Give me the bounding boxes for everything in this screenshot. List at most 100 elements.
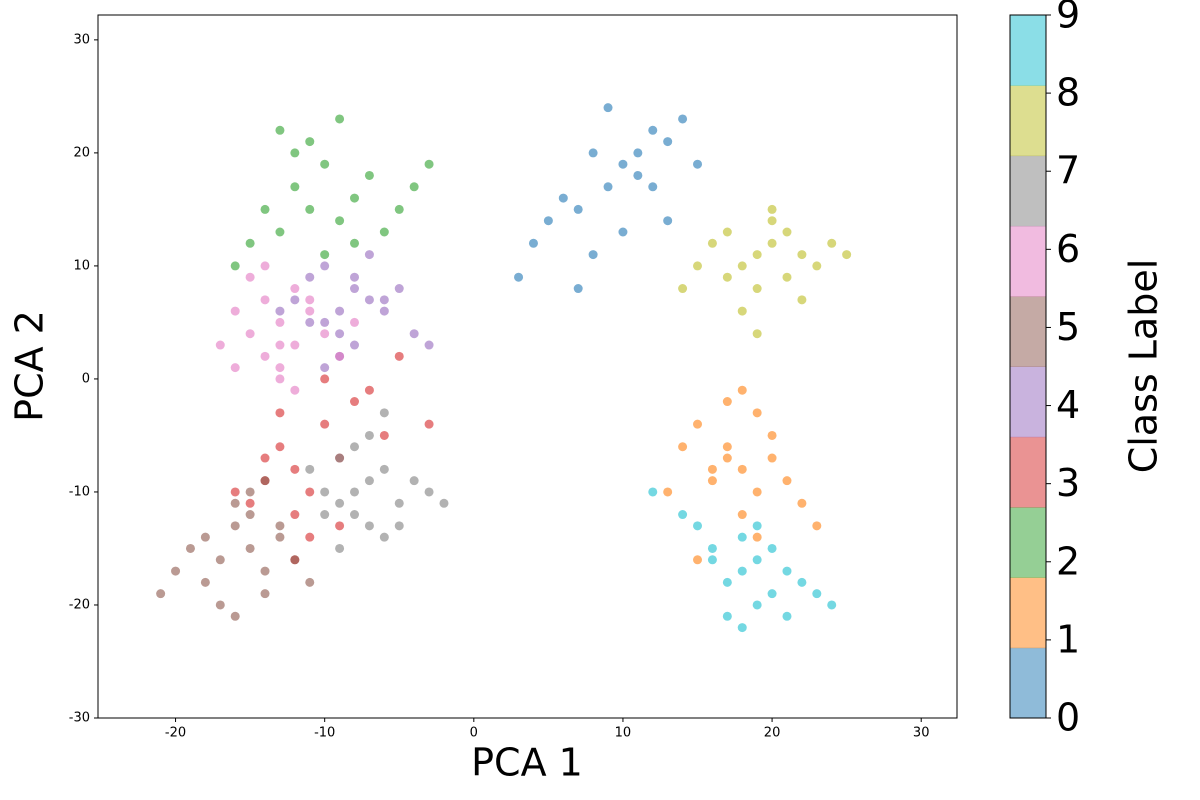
point [379, 430, 389, 440]
point [350, 340, 360, 350]
point [275, 227, 285, 237]
point [782, 272, 792, 282]
point [230, 306, 240, 316]
point [737, 261, 747, 271]
point [827, 238, 837, 248]
point [678, 284, 688, 294]
point [260, 351, 270, 361]
point [722, 611, 732, 621]
point [812, 589, 822, 599]
point [737, 306, 747, 316]
point [245, 329, 255, 339]
point [200, 532, 210, 542]
point [260, 261, 270, 271]
colorbar-tick-label: 0 [1056, 696, 1080, 740]
x-axis-label: PCA 1 [471, 741, 583, 785]
point [693, 555, 703, 565]
point [290, 148, 300, 158]
colorbar-tick-label: 3 [1056, 461, 1080, 505]
point [424, 159, 434, 169]
point [782, 611, 792, 621]
point [678, 510, 688, 520]
colorbar-segment [1010, 436, 1046, 508]
point [752, 250, 762, 260]
point [171, 566, 181, 576]
colorbar-segment [1010, 225, 1046, 297]
point [842, 250, 852, 260]
point [767, 589, 777, 599]
point [230, 363, 240, 373]
point [722, 577, 732, 587]
point [305, 204, 315, 214]
point [722, 227, 732, 237]
point [275, 306, 285, 316]
x-tick-label: 20 [764, 726, 781, 741]
y-tick-label: -30 [69, 711, 90, 726]
y-axis-label: PCA 2 [8, 310, 52, 422]
point [290, 510, 300, 520]
point [767, 216, 777, 226]
colorbar-tick-label: 9 [1056, 0, 1080, 37]
point [752, 532, 762, 542]
point [290, 385, 300, 395]
point [693, 521, 703, 531]
point [230, 611, 240, 621]
point [707, 476, 717, 486]
point [707, 464, 717, 474]
point [245, 272, 255, 282]
point [320, 159, 330, 169]
point [245, 510, 255, 520]
y-tick-label: 20 [73, 145, 90, 160]
point [230, 498, 240, 508]
point [797, 250, 807, 260]
point [200, 577, 210, 587]
point [275, 521, 285, 531]
point [379, 464, 389, 474]
point [364, 170, 374, 180]
point [335, 351, 345, 361]
colorbar-segment [1010, 155, 1046, 227]
point [335, 521, 345, 531]
point [603, 103, 613, 113]
point [335, 306, 345, 316]
point [379, 408, 389, 418]
point [707, 555, 717, 565]
point [215, 600, 225, 610]
point [573, 204, 583, 214]
x-tick-label: -20 [165, 726, 186, 741]
colorbar-tick-label: 7 [1056, 149, 1080, 193]
point [260, 566, 270, 576]
point [290, 295, 300, 305]
point [275, 408, 285, 418]
point [394, 521, 404, 531]
colorbar-segment [1010, 15, 1046, 86]
point [245, 543, 255, 553]
point [275, 442, 285, 452]
point [812, 521, 822, 531]
point [350, 272, 360, 282]
x-tick-label: 30 [913, 726, 930, 741]
colorbar-segment [1010, 366, 1046, 438]
point [603, 182, 613, 192]
point [335, 453, 345, 463]
point [752, 284, 762, 294]
point [260, 204, 270, 214]
point [767, 430, 777, 440]
point [335, 114, 345, 124]
point [245, 238, 255, 248]
y-tick-label: 0 [82, 371, 90, 386]
point [305, 137, 315, 147]
x-tick-label: 10 [615, 726, 632, 741]
point [737, 623, 747, 633]
point [260, 295, 270, 305]
point [305, 317, 315, 327]
point [812, 261, 822, 271]
point [424, 419, 434, 429]
point [633, 148, 643, 158]
point [335, 329, 345, 339]
colorbar-tick-label: 5 [1056, 305, 1080, 349]
point [737, 532, 747, 542]
point [290, 340, 300, 350]
point [290, 284, 300, 294]
point [320, 510, 330, 520]
